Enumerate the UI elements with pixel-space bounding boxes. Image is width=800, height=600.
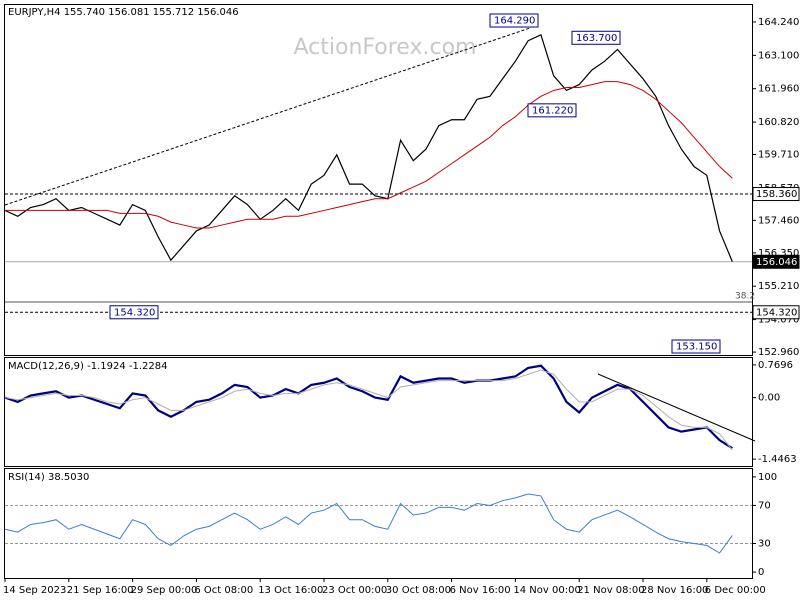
- macd-trend-line: [597, 373, 756, 442]
- y-tick-label: 164.240: [758, 17, 799, 28]
- y-tick-label: 0.00: [758, 393, 780, 404]
- annotation-box: [671, 339, 721, 354]
- annotation-label: 154.320: [114, 307, 155, 318]
- x-tick-label: 21 Sep 16:00: [67, 585, 134, 596]
- x-tick-label: 21 Nov 08:00: [577, 585, 644, 596]
- price-panel: [4, 4, 753, 356]
- y-tick-label: -1.4463: [758, 454, 797, 465]
- y-tick-label: 159.710: [758, 150, 799, 161]
- series-line: [4, 34, 733, 262]
- y-tick-label: 100: [758, 472, 777, 483]
- level-box: [752, 187, 800, 202]
- x-tick-label: 29 Sep 00:00: [131, 585, 198, 596]
- level-label: 156.046: [756, 257, 797, 268]
- x-tick-label: 14 Nov 00:00: [513, 585, 580, 596]
- level-label: 154.320: [756, 307, 797, 318]
- x-tick-label: 6 Nov 16:00: [450, 585, 511, 596]
- macd-title: MACD(12,26,9) -1.1924 -1.2284: [8, 361, 168, 372]
- annotation-box: [489, 13, 539, 28]
- x-tick-label: 6 Oct 08:00: [194, 585, 253, 596]
- y-tick-label: 155.210: [758, 281, 799, 292]
- y-tick-label: 163.100: [758, 50, 799, 61]
- y-tick-label: 0: [758, 567, 764, 578]
- series-line: [4, 369, 733, 451]
- annotation-box: [571, 30, 621, 45]
- x-tick-label: 14 Sep 2023: [3, 585, 66, 596]
- y-tick-label: 160.820: [758, 117, 799, 128]
- level-box: [752, 305, 800, 320]
- annotation-box: [109, 305, 159, 320]
- trend-line: [4, 27, 531, 206]
- watermark: ActionForex.com: [294, 35, 477, 60]
- series-line: [4, 493, 733, 554]
- y-tick-label: 152.960: [758, 347, 799, 358]
- level-box: [752, 254, 800, 269]
- series-line: [4, 364, 733, 450]
- annotation-label: 161.220: [532, 105, 573, 116]
- x-tick-label: 28 Nov 16:00: [641, 585, 708, 596]
- y-tick-label: 156.350: [758, 248, 799, 259]
- y-tick-label: 0.7696: [758, 360, 793, 371]
- annotation-label: 153.150: [676, 342, 717, 353]
- y-tick-label: 154.070: [758, 315, 799, 326]
- rsi-title: RSI(14) 38.5030: [8, 472, 89, 483]
- y-tick-label: 70: [758, 500, 771, 511]
- annotation-label: 163.700: [576, 33, 617, 44]
- rsi-panel: [4, 468, 753, 579]
- y-tick-label: 30: [758, 539, 771, 550]
- series-line: [5, 81, 733, 229]
- x-tick-label: 30 Oct 08:00: [386, 585, 451, 596]
- x-tick-label: 6 Dec 00:00: [705, 585, 766, 596]
- x-tick-label: 13 Oct 16:00: [258, 585, 323, 596]
- fib-label: 38.2: [735, 292, 755, 302]
- macd-panel: [4, 357, 753, 467]
- y-tick-label: 161.960: [758, 84, 799, 95]
- annotation-box: [527, 103, 577, 118]
- x-tick-label: 23 Oct 00:00: [322, 585, 387, 596]
- level-label: 158.360: [756, 189, 797, 200]
- price-title: EURJPY,H4 155.740 156.081 155.712 156.04…: [8, 7, 239, 18]
- annotation-label: 164.290: [494, 16, 535, 27]
- y-tick-label: 157.460: [758, 215, 799, 226]
